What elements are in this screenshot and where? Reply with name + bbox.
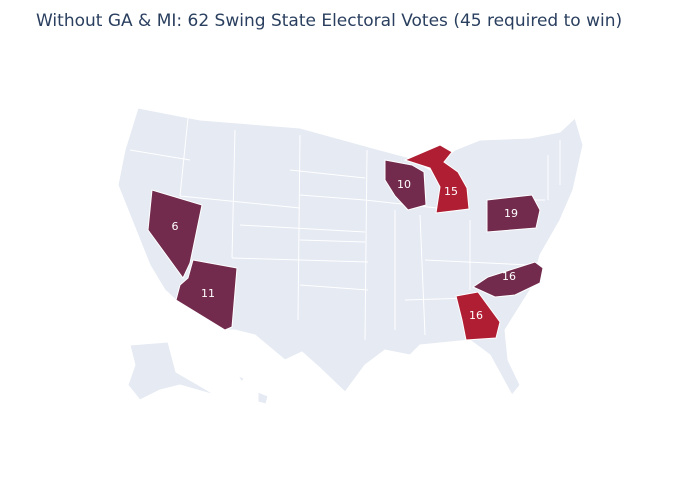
hawaii-shape xyxy=(257,391,269,405)
label-michigan: 15 xyxy=(444,185,458,198)
label-arizona: 11 xyxy=(201,287,215,300)
hawaii-island-small xyxy=(236,375,245,383)
label-georgia: 16 xyxy=(469,309,483,322)
state-nevada xyxy=(147,189,203,279)
state-north-carolina xyxy=(471,261,544,298)
state-michigan xyxy=(403,144,470,214)
state-arizona xyxy=(175,259,238,331)
label-pennsylvania: 19 xyxy=(504,207,518,220)
vote-labels: 6 11 10 15 19 16 16 xyxy=(172,178,519,322)
label-wisconsin: 10 xyxy=(397,178,411,191)
label-north-carolina: 16 xyxy=(502,270,516,283)
state-wisconsin xyxy=(384,159,427,211)
alaska-shape xyxy=(127,341,216,401)
map-title: Without GA & MI: 62 Swing State Electora… xyxy=(36,11,623,31)
swing-states xyxy=(147,144,544,341)
state-pennsylvania xyxy=(486,194,541,233)
state-georgia xyxy=(455,291,501,341)
label-nevada: 6 xyxy=(172,220,179,233)
